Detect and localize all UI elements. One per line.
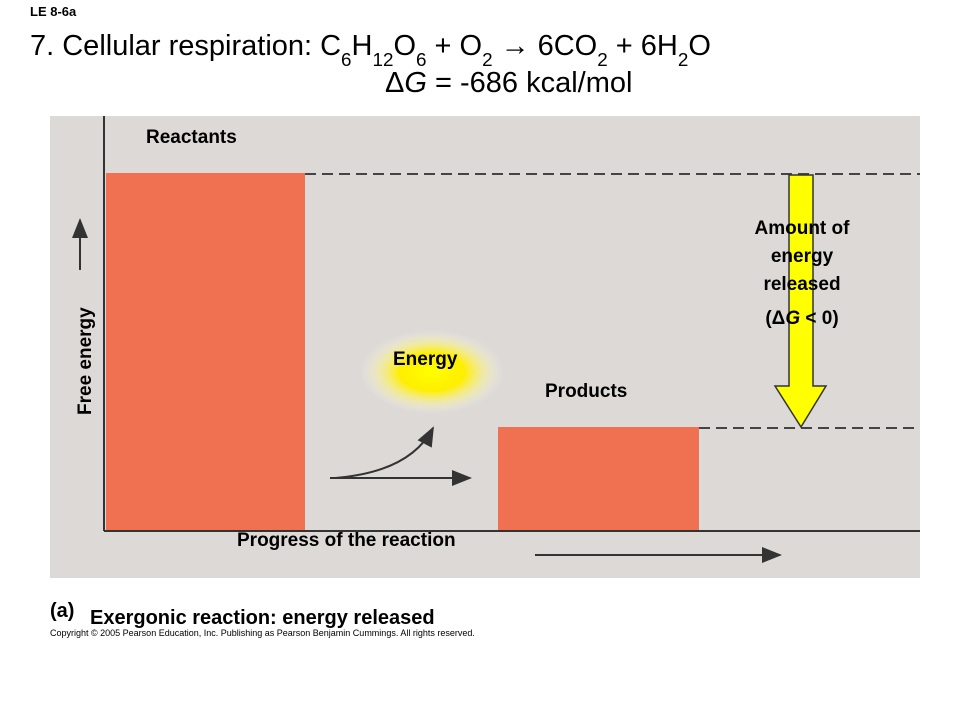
panel-label: (a): [50, 600, 74, 622]
text-part: O: [393, 30, 416, 62]
title-prefix: 7. Cellular respiration:: [30, 30, 312, 62]
products-bar: [498, 427, 699, 530]
text-part: + 6H: [608, 30, 678, 62]
text-part: 6: [341, 49, 351, 70]
title: 7. Cellular respiration: C6H12O6 + O2 → 6CO…: [30, 30, 711, 70]
released-delta: (ΔG < 0): [765, 308, 838, 329]
text-part: 6: [416, 49, 426, 70]
reactants-label: Reactants: [146, 127, 237, 148]
products-formula: 6CO2 + 6H2O: [538, 30, 711, 70]
text-part: < 0): [800, 308, 839, 329]
text-part: G: [404, 67, 427, 99]
text-part: C: [320, 30, 341, 62]
text-part: 6CO: [538, 30, 598, 62]
y-axis-label: Free energy: [75, 307, 96, 415]
caption: Exergonic reaction: energy released: [90, 607, 435, 629]
released-line: Amount of: [755, 218, 851, 239]
text-part: O: [688, 30, 711, 62]
text-part: = -686 kcal/mol: [427, 67, 633, 99]
text-part: Δ: [385, 67, 404, 99]
products-label: Products: [545, 381, 627, 402]
released-line: released: [763, 274, 840, 295]
text-part: + O: [426, 30, 482, 62]
text-part: (Δ: [765, 308, 785, 329]
text-part: G: [785, 308, 800, 329]
x-axis-label: Progress of the reaction: [237, 530, 456, 551]
text-part: 2: [482, 49, 492, 70]
text-part: 2: [597, 49, 607, 70]
energy-label: Energy: [393, 349, 458, 370]
energy-glow: [360, 330, 504, 414]
delta-g: ΔG = -686 kcal/mol: [385, 67, 632, 99]
reaction-arrow: →: [501, 30, 530, 62]
slide-label: LE 8-6a: [30, 4, 77, 19]
released-line: energy: [771, 246, 834, 267]
energy-released-arrow: [773, 174, 828, 429]
text-part: 2: [678, 49, 688, 70]
energy-curve-arrow: [334, 426, 434, 479]
text-part: H: [352, 30, 373, 62]
reactants-formula: C6H12O6 + O2: [320, 30, 493, 70]
text-part: 12: [372, 49, 393, 70]
reactants-bar: [106, 173, 305, 530]
copyright: Copyright © 2005 Pearson Education, Inc.…: [50, 628, 475, 638]
